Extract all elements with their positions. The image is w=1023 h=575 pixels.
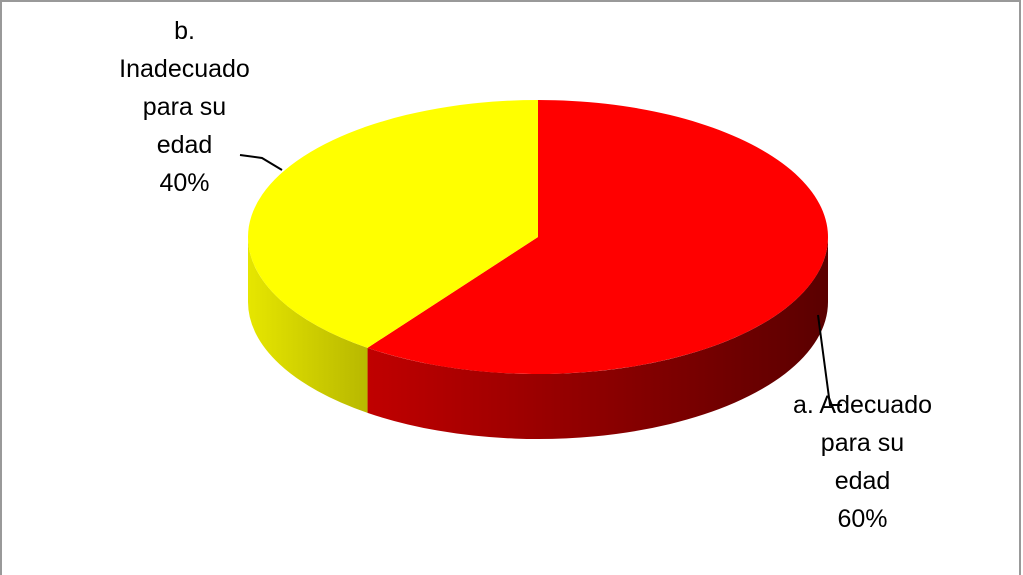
pie — [248, 100, 829, 439]
leader-line — [239, 154, 283, 171]
value-label: 40% — [159, 169, 210, 197]
category-label: b. Inadecuado para su edad — [119, 17, 250, 159]
slice-side — [367, 237, 828, 439]
slice — [248, 100, 538, 348]
slice-side — [248, 237, 368, 413]
slice — [367, 100, 829, 375]
slice-label: a. Adecuado para su edad 60% — [790, 386, 935, 538]
category-label: a. Adecuado para su edad — [792, 391, 932, 495]
slice-label: b. Inadecuado para su edad 40% — [112, 12, 257, 202]
leader-line — [817, 314, 842, 406]
value-label: 60% — [837, 505, 888, 533]
